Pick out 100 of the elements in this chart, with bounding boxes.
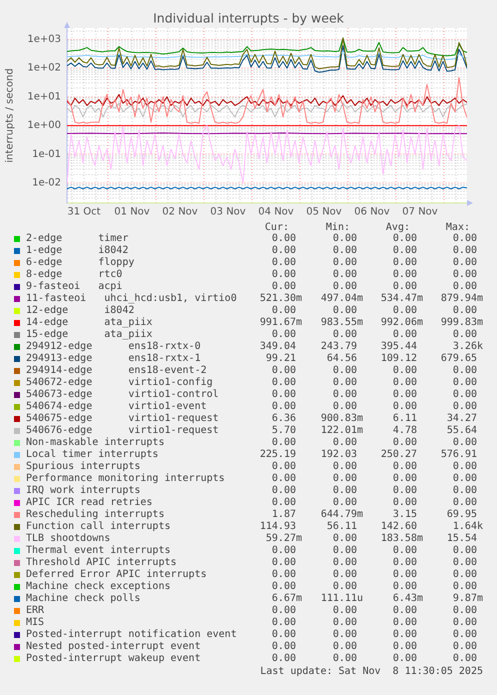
text: 0.00 (272, 281, 296, 293)
text: 192.03 (320, 449, 357, 461)
text: 0.00 (452, 401, 477, 413)
text: 6.11 (392, 413, 417, 425)
text: Min: (326, 222, 350, 234)
text: 0.00 (392, 605, 417, 617)
legend-label: Nested posted-interrupt event (26, 641, 201, 653)
text: 0.00 (452, 281, 477, 293)
text: 0.00 (452, 641, 477, 653)
text: 0.00 (332, 257, 357, 269)
y-tick-label: 1e+00 (27, 120, 61, 132)
x-tick-label: 02 Nov (162, 206, 198, 218)
text: 0.00 (392, 581, 417, 593)
text: 6.36 (272, 413, 296, 425)
legend-label: Spurious interrupts (26, 461, 140, 473)
text: 0.00 (452, 545, 477, 557)
text: 0.00 (392, 365, 417, 377)
text: 5.70 (272, 425, 296, 437)
x-tick-label: 31 Oct (67, 206, 101, 218)
y-tick-label: 1e+01 (27, 91, 61, 102)
legend-label: 540674-edge virtio1-event (26, 401, 207, 413)
text: 55.64 (446, 425, 477, 437)
legend-label: Posted-interrupt notification event (26, 629, 237, 641)
text: 0.00 (332, 557, 357, 569)
text: 3.15 (392, 509, 417, 521)
text: 0.00 (392, 617, 417, 629)
text: 0.00 (392, 389, 417, 401)
legend-label: Posted-interrupt wakeup event (26, 653, 201, 665)
text: 0.00 (452, 629, 477, 641)
text: 0.00 (332, 329, 357, 341)
text: 0.00 (332, 437, 357, 449)
text: 0.00 (332, 269, 357, 281)
text: 0.00 (272, 617, 296, 629)
text: 0.00 (272, 257, 296, 269)
text: 0.00 (272, 569, 296, 581)
legend-label: 12-edge i8042 (26, 305, 134, 317)
text: 183.58m (380, 533, 423, 545)
text: 59.27m (266, 533, 302, 545)
text: 0.00 (332, 617, 357, 629)
text: Last update: Sat Nov 8 11:30:05 2025 (260, 666, 483, 678)
text: 0.00 (392, 245, 417, 257)
text: 0.00 (392, 557, 417, 569)
legend-label: Thermal event interrupts (26, 545, 170, 557)
y-tick-label: 1e+02 (27, 62, 61, 74)
text: 644.79m (320, 509, 363, 521)
text: 0.00 (332, 305, 357, 317)
text: 0.00 (452, 389, 477, 401)
text: 0.00 (332, 473, 357, 485)
text: 0.00 (272, 365, 296, 377)
text: 122.01m (320, 425, 363, 437)
text: 0.00 (332, 365, 357, 377)
text: 0.00 (272, 245, 296, 257)
text: 56.11 (326, 521, 357, 533)
text: 0.00 (272, 377, 296, 389)
legend-label: 11-fasteoi uhci_hcd:usb1, virtio0 (26, 293, 237, 305)
text: 0.00 (392, 269, 417, 281)
text: 679.65 (440, 353, 477, 365)
y-axis-title: interrupts / second (4, 68, 16, 163)
text: 0.00 (272, 233, 296, 245)
text: 0.00 (332, 545, 357, 557)
text: 0.00 (272, 497, 296, 509)
text: 0.00 (272, 473, 296, 485)
text: 0.00 (452, 581, 477, 593)
x-tick-label: 04 Nov (258, 206, 294, 218)
text: 1.87 (272, 509, 296, 521)
legend-label: 540676-edge virtio1-request (26, 425, 219, 437)
legend-label: 294914-edge ens18-event-2 (26, 365, 207, 377)
text: 0.00 (452, 617, 477, 629)
x-tick-label: 07 Nov (402, 206, 438, 218)
x-tick-label: 01 Nov (114, 206, 150, 218)
text: 142.60 (380, 521, 417, 533)
text: 0.00 (272, 557, 296, 569)
text: 0.00 (332, 653, 357, 665)
text: 0.00 (272, 629, 296, 641)
text: 992.06m (380, 317, 423, 329)
text: 0.00 (452, 245, 477, 257)
text: 0.00 (392, 473, 417, 485)
text: 0.00 (272, 485, 296, 497)
text: 0.00 (392, 497, 417, 509)
text: 521.30m (260, 293, 302, 305)
text: 0.00 (272, 401, 296, 413)
text: 0.00 (452, 233, 477, 245)
text: 0.00 (392, 437, 417, 449)
text: 0.00 (392, 329, 417, 341)
x-tick-label: 03 Nov (210, 206, 246, 218)
text: 534.47m (380, 293, 423, 305)
legend-label: 14-edge ata_piix (26, 317, 152, 329)
text: 0.00 (332, 581, 357, 593)
text: 0.00 (452, 557, 477, 569)
y-tick-label: 1e+03 (27, 34, 61, 46)
text: 0.00 (332, 401, 357, 413)
text: 0.00 (332, 377, 357, 389)
text: 0.00 (452, 305, 477, 317)
text: 0.00 (332, 533, 357, 545)
text: Max: (446, 222, 470, 234)
y-tick-label: 1e-02 (32, 178, 61, 189)
text: 0.00 (332, 569, 357, 581)
legend-label: Non-maskable interrupts (26, 437, 164, 449)
text: 0.00 (452, 269, 477, 281)
legend-label: ERR (26, 605, 44, 617)
